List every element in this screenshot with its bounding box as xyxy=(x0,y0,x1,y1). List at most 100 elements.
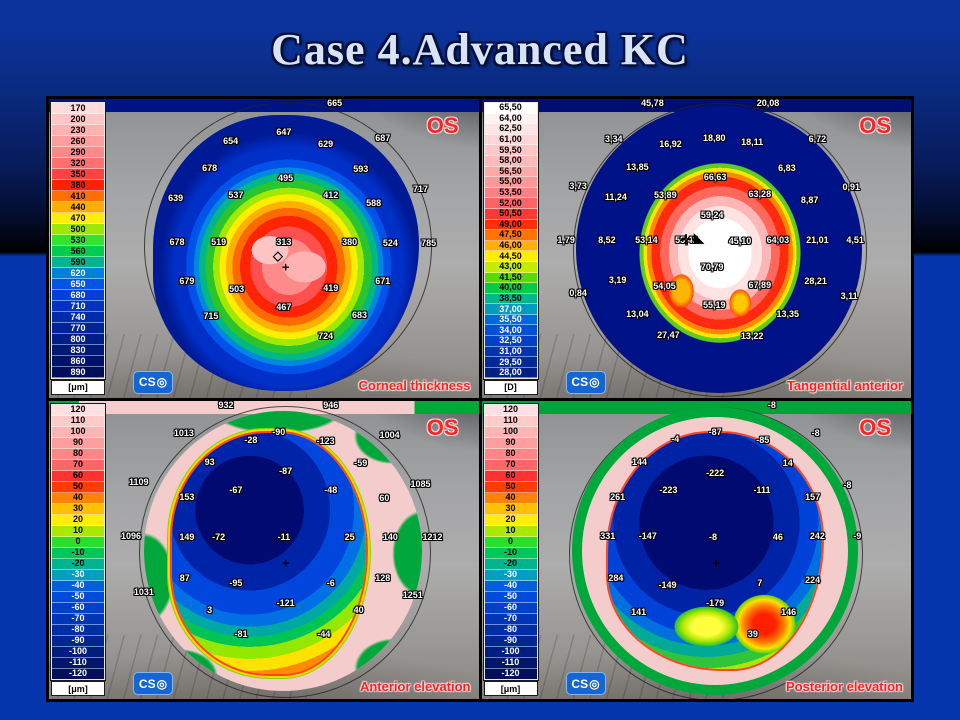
scale-cell: 50,50 xyxy=(484,209,537,220)
map-value-label: 11,24 xyxy=(604,191,627,202)
cso-logo-text: CS xyxy=(138,375,156,389)
panel-anterior-elevation: 932 946 1013 -28 -90 -123 1004 93 -59 -87 1109 1085… xyxy=(49,400,479,700)
scale-cell: 120 xyxy=(52,404,104,416)
cso-logo: CS ◎ xyxy=(133,672,173,695)
value-labels: -8 -4 -87 -85 -8 144 14 -222 -8 261 -223 -111 157 331… xyxy=(482,401,912,700)
map-value-label: 128 xyxy=(375,572,391,583)
scale-cell: -40 xyxy=(52,581,104,592)
scale-cell: 260 xyxy=(52,136,104,148)
map-value-label: 678 xyxy=(202,162,218,173)
green-edge-patch xyxy=(205,410,350,436)
cso-logo-text: CS xyxy=(571,676,589,691)
topography-map-base xyxy=(144,410,422,691)
map-value-label: 20,08 xyxy=(756,99,780,109)
map-value-label: 261 xyxy=(610,491,626,502)
map-value-label: 467 xyxy=(276,301,292,312)
map-value-label: -28 xyxy=(244,435,258,446)
map-value-label: 1031 xyxy=(133,587,154,598)
map-value-label: 21,01 xyxy=(806,234,829,245)
map-value-label: 144 xyxy=(632,457,648,468)
scale-cell: 49,00 xyxy=(484,219,537,231)
map-value-label: -4 xyxy=(671,434,680,445)
cursor-marker: ◣ xyxy=(693,230,704,246)
scale-cell: 800 xyxy=(52,334,104,346)
scale-cell: 55,00 xyxy=(484,177,537,188)
scale-cell: 770 xyxy=(52,323,104,335)
map-value-label: 13,35 xyxy=(776,308,799,319)
map-value-label: 0,91 xyxy=(842,181,861,192)
map-value-label: -48 xyxy=(324,485,338,496)
cso-target-icon: ◎ xyxy=(156,676,168,691)
scale-cell: 80 xyxy=(484,449,537,460)
scale-cell: -60 xyxy=(484,603,537,614)
map-value-label: 149 xyxy=(179,531,195,542)
scale-cell: 53,50 xyxy=(484,188,537,199)
map-value-label: 313 xyxy=(276,236,292,247)
scale-cell: 60 xyxy=(484,471,537,482)
map-value-label: -222 xyxy=(706,468,725,479)
scale-cell: 0 xyxy=(484,537,537,548)
map-value-label: 1,79 xyxy=(557,234,575,245)
map-value-label: 503 xyxy=(229,284,245,295)
scale-cell: 100 xyxy=(484,427,537,438)
scale-cell: -120 xyxy=(484,669,537,679)
cursor-marker: + xyxy=(281,555,290,571)
map-value-label: 495 xyxy=(278,172,294,183)
color-scale: 120 110 100 90 80 70 60 50 40 30 20 10 0 -10 -20 -30 -40… xyxy=(482,402,539,696)
scale-cell: 38,50 xyxy=(484,294,537,305)
value-labels: 932 946 1013 -28 -90 -123 1004 93 -59 -87 1109 1085… xyxy=(49,401,479,700)
map-value-label: 13,85 xyxy=(626,162,649,173)
cursor-marker: + xyxy=(281,259,290,275)
map-value-label: -121 xyxy=(276,597,295,608)
cso-logo: CS ◎ xyxy=(133,370,173,394)
map-value-label: 67,89 xyxy=(748,280,772,291)
map-value-label: 55,19 xyxy=(703,299,726,310)
scale-cell: 59,50 xyxy=(484,145,537,156)
scale-cell: 31,00 xyxy=(484,347,537,358)
scale-cell: 65,50 xyxy=(484,103,537,114)
map-value-label: 3,19 xyxy=(608,275,627,286)
value-labels: 45,78 20,08 3,34 16,92 18,80 18,11 6,72 13,85 6,… xyxy=(482,99,912,398)
topography-map xyxy=(627,159,812,359)
map-type-caption: Tangential anterior xyxy=(786,377,903,393)
scale-cell: -110 xyxy=(484,658,537,669)
cursor-marker: ✛ xyxy=(680,232,692,248)
map-value-label: 242 xyxy=(809,530,825,541)
map-value-label: 679 xyxy=(179,276,195,287)
scale-cell: 58,00 xyxy=(484,156,537,167)
scale-cell: 500 xyxy=(52,224,104,236)
map-value-label: 45,10 xyxy=(728,235,752,246)
map-type-caption: Corneal thickness xyxy=(358,377,471,393)
map-value-label: 284 xyxy=(608,572,624,583)
map-value-label: -59 xyxy=(354,458,368,469)
scale-cell: 440 xyxy=(52,202,104,214)
eye-label: OS xyxy=(859,414,891,440)
green-edge-patch xyxy=(349,634,422,691)
map-value-label: 63,28 xyxy=(748,188,772,199)
scale-cell: -40 xyxy=(484,581,537,592)
map-value-label: 654 xyxy=(223,136,239,147)
scale-cell: 200 xyxy=(52,114,104,126)
scale-cell: -10 xyxy=(52,548,104,559)
scale-cell: -80 xyxy=(52,625,104,636)
map-value-label: 639 xyxy=(168,193,184,204)
scale-cell: 52,00 xyxy=(484,198,537,209)
scale-cell: 28,00 xyxy=(484,368,537,378)
cso-target-icon: ◎ xyxy=(589,676,600,691)
map-value-label: 678 xyxy=(169,236,185,247)
map-value-label: -11 xyxy=(277,531,291,542)
scale-cell: -50 xyxy=(484,592,537,603)
map-value-label: 1013 xyxy=(173,428,194,439)
map-top-band xyxy=(481,400,911,414)
map-value-label: 224 xyxy=(805,574,821,585)
limbus-ring xyxy=(139,405,431,698)
map-value-label: 4,51 xyxy=(846,234,864,245)
map-value-label: 46 xyxy=(772,531,783,542)
scale-cell: -70 xyxy=(484,614,537,625)
eye-label: OS xyxy=(426,113,459,138)
scale-cell: 20 xyxy=(484,515,537,526)
map-value-label: 629 xyxy=(318,139,334,150)
cursor-marker: + xyxy=(712,555,720,571)
scale-cell: 41,50 xyxy=(484,272,537,284)
